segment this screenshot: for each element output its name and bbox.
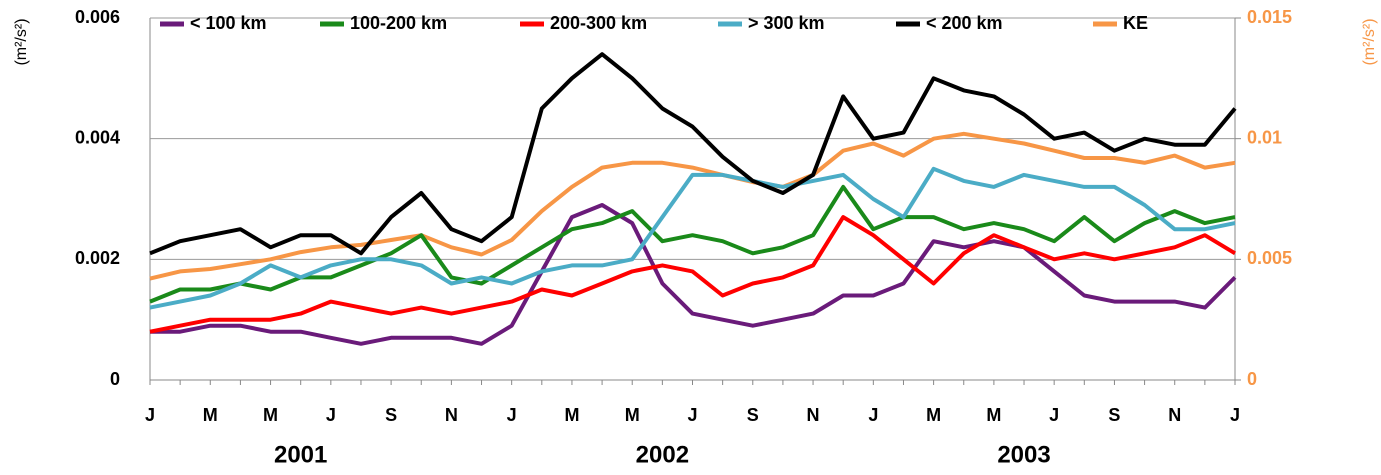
series-line — [149, 52, 1237, 256]
legend-label: 200-300 km — [550, 13, 647, 33]
y2-tick-label: 0 — [1247, 369, 1257, 389]
year-label: 2003 — [997, 441, 1050, 468]
x-tick-label: J — [1049, 405, 1059, 425]
x-tick-label: S — [747, 405, 759, 425]
y-tick-label: 0 — [110, 369, 120, 389]
y2-tick-label: 0.01 — [1247, 127, 1282, 147]
x-tick-label: J — [687, 405, 697, 425]
legend-label: < 200 km — [926, 13, 1003, 33]
x-tick-label: J — [507, 405, 517, 425]
x-tick-label: S — [1108, 405, 1120, 425]
x-tick-label: N — [807, 405, 820, 425]
series-line — [149, 215, 1237, 334]
y2-tick-label: 0.005 — [1247, 248, 1292, 268]
y-tick-label: 0.006 — [75, 7, 120, 27]
x-tick-label: M — [926, 405, 941, 425]
x-tick-label: J — [1230, 405, 1240, 425]
legend-label: KE — [1123, 13, 1148, 33]
series-line — [150, 203, 1237, 346]
x-tick-label: J — [326, 405, 336, 425]
y2-axis-label: (m²/s²) — [1361, 18, 1378, 65]
y-tick-label: 0.004 — [75, 127, 120, 147]
series-line — [149, 166, 1236, 310]
x-tick-label: J — [868, 405, 878, 425]
series-line — [149, 131, 1236, 281]
x-tick-label: N — [445, 405, 458, 425]
x-tick-label: M — [564, 405, 579, 425]
x-tick-label: M — [625, 405, 640, 425]
y-axis-label: (m²/s²) — [13, 18, 30, 65]
x-tick-label: N — [1168, 405, 1181, 425]
x-tick-label: M — [203, 405, 218, 425]
legend-label: > 300 km — [748, 13, 825, 33]
x-tick-label: M — [986, 405, 1001, 425]
x-tick-label: J — [145, 405, 155, 425]
x-tick-label: S — [385, 405, 397, 425]
series-line — [149, 184, 1236, 304]
y-tick-label: 0.002 — [75, 248, 120, 268]
y2-tick-label: 0.015 — [1247, 7, 1292, 27]
x-tick-label: M — [263, 405, 278, 425]
year-label: 2001 — [274, 441, 327, 468]
year-label: 2002 — [636, 441, 689, 468]
legend-label: < 100 km — [190, 13, 267, 33]
legend-label: 100-200 km — [350, 13, 447, 33]
